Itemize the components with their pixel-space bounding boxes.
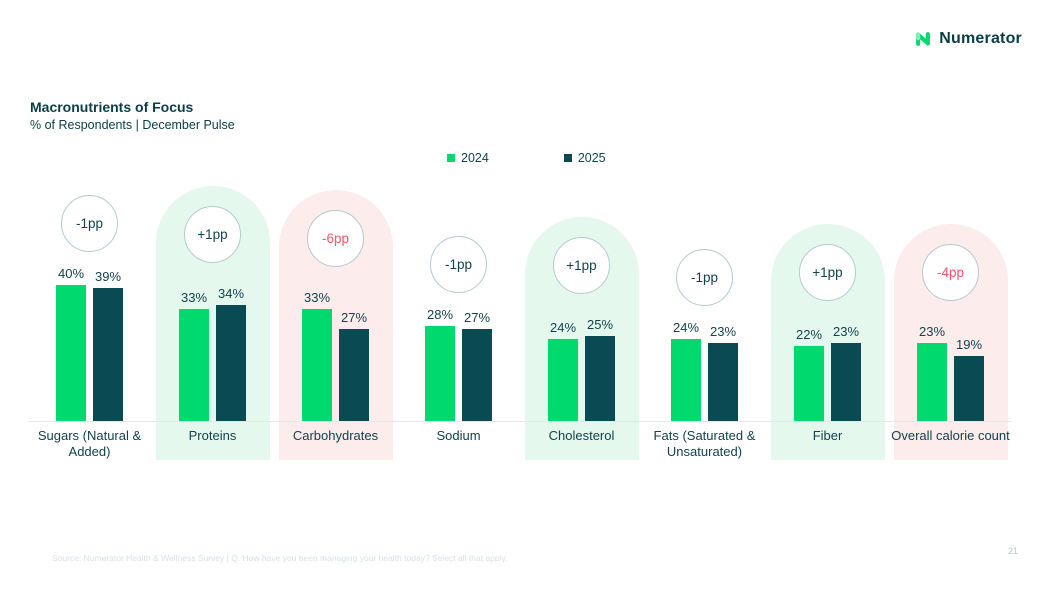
- bar-value-2024: 33%: [303, 289, 331, 305]
- category-group-cholesterol: +1pp 24% 25% Cholesterol: [520, 185, 643, 460]
- bar-2024: [425, 325, 455, 421]
- bar-chart: -1pp 40% 39% Sugars (Natural & Added) +1pp 33…: [28, 185, 1012, 460]
- category-label: Cholesterol: [548, 428, 615, 443]
- bar-value-2025: 34%: [217, 286, 245, 302]
- bar-value-2025: 25%: [586, 317, 614, 332]
- category-label: Fiber: [812, 428, 843, 443]
- page-subtitle: % of Respondents | December Pulse: [30, 118, 235, 132]
- bar-2025: [954, 356, 984, 421]
- legend-item-2025: 2025: [563, 151, 606, 165]
- bar-value-2024: 40%: [57, 266, 85, 281]
- chart-header: Macronutrients of Focus % of Respondents…: [30, 99, 235, 132]
- category-group-fats-saturated-unsaturated: -1pp 24% 23% Fats (Saturated & Unsaturated): [643, 185, 766, 460]
- bar-2025: [462, 329, 492, 421]
- bar-2024: [548, 339, 578, 421]
- legend-label: 2024: [461, 151, 489, 165]
- bar-value-2025: 27%: [340, 310, 368, 326]
- bar-2025: [708, 342, 738, 421]
- category-group-proteins: +1pp 33% 34% Proteins: [151, 185, 274, 460]
- bar-value-2024: 28%: [426, 306, 454, 322]
- bar-value-2025: 39%: [94, 269, 122, 285]
- bar-2025: [585, 336, 615, 421]
- category-label: Fats (Saturated & Unsaturated): [653, 428, 756, 459]
- bar-value-2024: 24%: [672, 320, 700, 336]
- legend-label: 2025: [577, 151, 606, 165]
- bar-2025: [339, 329, 369, 421]
- bar-value-2024: 24%: [549, 320, 577, 336]
- legend-item-2024: 2024: [447, 151, 489, 165]
- category-label: Sodium: [436, 428, 481, 443]
- brand-logo: Numerator: [914, 30, 1022, 48]
- change-badge: +1pp: [184, 206, 241, 264]
- bar-value-2024: 22%: [795, 327, 823, 343]
- change-badge: -1pp: [676, 249, 733, 307]
- change-badge: -4pp: [922, 243, 979, 301]
- bar-2024: [56, 285, 86, 421]
- category-group-carbohydrates: -6pp 33% 27% Carbohydrates: [274, 185, 397, 460]
- change-badge: +1pp: [553, 237, 610, 294]
- category-group-sodium: -1pp 28% 27% Sodium: [397, 185, 520, 460]
- bar-value-2025: 27%: [463, 310, 491, 326]
- bar-2025: [216, 305, 246, 421]
- bar-2025: [93, 288, 123, 421]
- chart-legend: 2024 2025: [447, 151, 606, 165]
- page-title: Macronutrients of Focus: [30, 99, 194, 115]
- category-group-sugars-natural-added: -1pp 40% 39% Sugars (Natural & Added): [28, 185, 151, 460]
- bar-2024: [302, 308, 332, 421]
- numerator-logo-icon: [914, 30, 932, 48]
- bar-2024: [671, 339, 701, 421]
- bar-2024: [179, 308, 209, 421]
- bar-value-2025: 23%: [709, 323, 737, 339]
- bar-2025: [831, 342, 861, 421]
- x-axis-line: [28, 421, 1012, 422]
- category-label: Proteins: [188, 428, 237, 443]
- page-number: 21: [1007, 546, 1018, 556]
- category-label: Sugars (Natural & Added): [37, 428, 142, 459]
- source-note: Source: Numerator Health & Wellness Surv…: [52, 553, 508, 563]
- change-badge: -1pp: [61, 195, 118, 252]
- category-group-fiber: +1pp 22% 23% Fiber: [766, 185, 889, 460]
- brand-name: Numerator: [939, 30, 1022, 47]
- bar-value-2025: 23%: [832, 323, 860, 339]
- category-label: Overall calorie count: [891, 428, 1010, 443]
- category-label: Carbohydrates: [292, 428, 379, 443]
- bar-value-2024: 33%: [180, 289, 208, 305]
- bar-value-2024: 23%: [918, 323, 946, 339]
- change-badge: -1pp: [430, 235, 487, 293]
- category-group-overall-calorie-count: -4pp 23% 19% Overall calorie count: [889, 185, 1012, 460]
- change-badge: +1pp: [799, 243, 856, 301]
- legend-swatch-2024: [447, 154, 455, 162]
- legend-swatch-2025: [563, 154, 572, 162]
- bar-2024: [917, 342, 947, 421]
- change-badge: -6pp: [307, 209, 364, 267]
- bar-value-2025: 19%: [955, 337, 983, 353]
- bar-2024: [794, 346, 824, 421]
